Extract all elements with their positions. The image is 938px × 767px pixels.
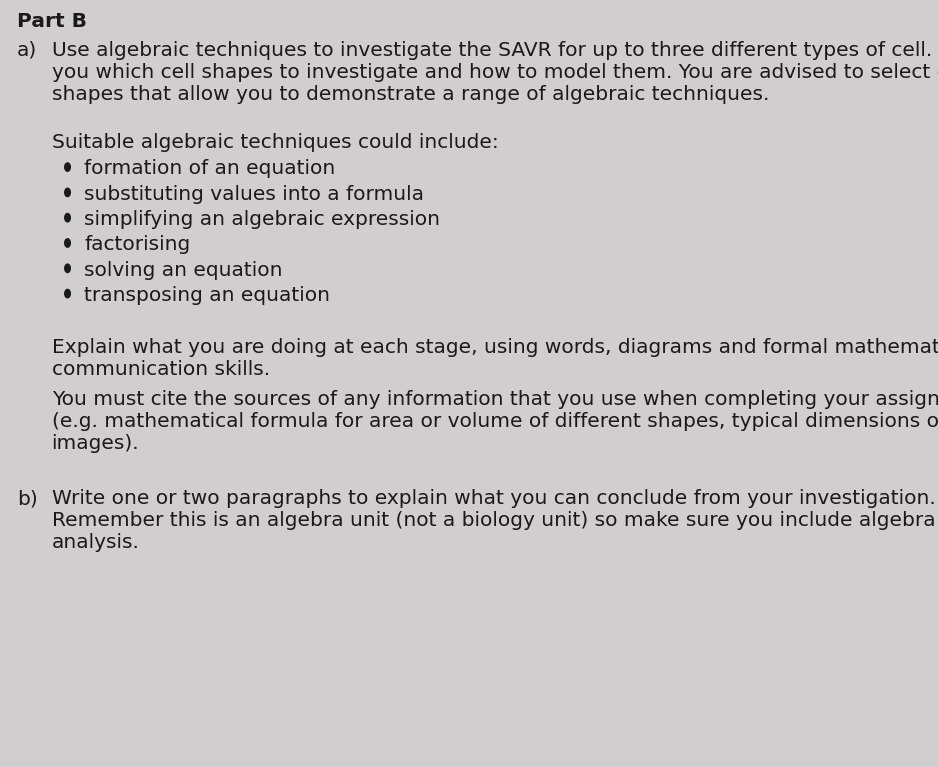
Text: Remember this is an algebra unit (not a biology unit) so make sure you include a: Remember this is an algebra unit (not a …: [52, 512, 938, 531]
Text: simplifying an algebraic expression: simplifying an algebraic expression: [84, 210, 441, 229]
Text: formation of an equation: formation of an equation: [84, 160, 336, 179]
Text: (e.g. mathematical formula for area or volume of different shapes, typical dimen: (e.g. mathematical formula for area or v…: [52, 413, 938, 431]
Circle shape: [65, 163, 70, 171]
Text: Part B: Part B: [17, 12, 86, 31]
Circle shape: [65, 264, 70, 272]
Text: substituting values into a formula: substituting values into a formula: [84, 185, 424, 204]
Text: Explain what you are doing at each stage, using words, diagrams and formal mathe: Explain what you are doing at each stage…: [52, 337, 938, 357]
Text: you which cell shapes to investigate and how to model them. You are advised to s: you which cell shapes to investigate and…: [52, 63, 938, 81]
Circle shape: [65, 289, 70, 298]
Text: transposing an equation: transposing an equation: [84, 286, 330, 305]
Text: b): b): [17, 489, 38, 509]
Text: solving an equation: solving an equation: [84, 261, 283, 280]
Text: You must cite the sources of any information that you use when completing your a: You must cite the sources of any informa…: [52, 390, 938, 410]
Text: factorising: factorising: [84, 235, 190, 255]
Circle shape: [65, 188, 70, 196]
Text: a): a): [17, 41, 38, 60]
Text: communication skills.: communication skills.: [52, 360, 270, 379]
Text: analysis.: analysis.: [52, 533, 140, 552]
Circle shape: [65, 213, 70, 222]
Text: Write one or two paragraphs to explain what you can conclude from your investiga: Write one or two paragraphs to explain w…: [52, 489, 935, 509]
Text: Suitable algebraic techniques could include:: Suitable algebraic techniques could incl…: [52, 133, 498, 152]
Text: shapes that allow you to demonstrate a range of algebraic techniques.: shapes that allow you to demonstrate a r…: [52, 84, 769, 104]
Circle shape: [65, 239, 70, 247]
Text: Use algebraic techniques to investigate the SAVR for up to three different types: Use algebraic techniques to investigate …: [52, 41, 938, 60]
Text: images).: images).: [52, 434, 139, 453]
